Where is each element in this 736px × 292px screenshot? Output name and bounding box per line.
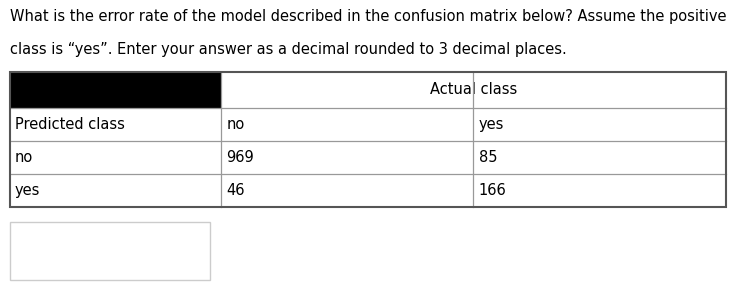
Text: yes: yes <box>478 117 504 132</box>
Text: 969: 969 <box>226 150 254 165</box>
Bar <box>10 222 210 280</box>
Bar <box>10 72 221 107</box>
Text: What is the error rate of the model described in the confusion matrix below? Ass: What is the error rate of the model desc… <box>10 9 726 24</box>
Text: Predicted class: Predicted class <box>15 117 124 132</box>
Bar <box>10 72 726 207</box>
Text: 166: 166 <box>478 183 506 198</box>
Text: Actual class: Actual class <box>430 82 517 97</box>
Text: 85: 85 <box>478 150 497 165</box>
Text: no: no <box>15 150 33 165</box>
Text: no: no <box>226 117 244 132</box>
Text: 46: 46 <box>226 183 244 198</box>
Text: class is “yes”. Enter your answer as a decimal rounded to 3 decimal places.: class is “yes”. Enter your answer as a d… <box>10 42 566 57</box>
Text: yes: yes <box>15 183 40 198</box>
